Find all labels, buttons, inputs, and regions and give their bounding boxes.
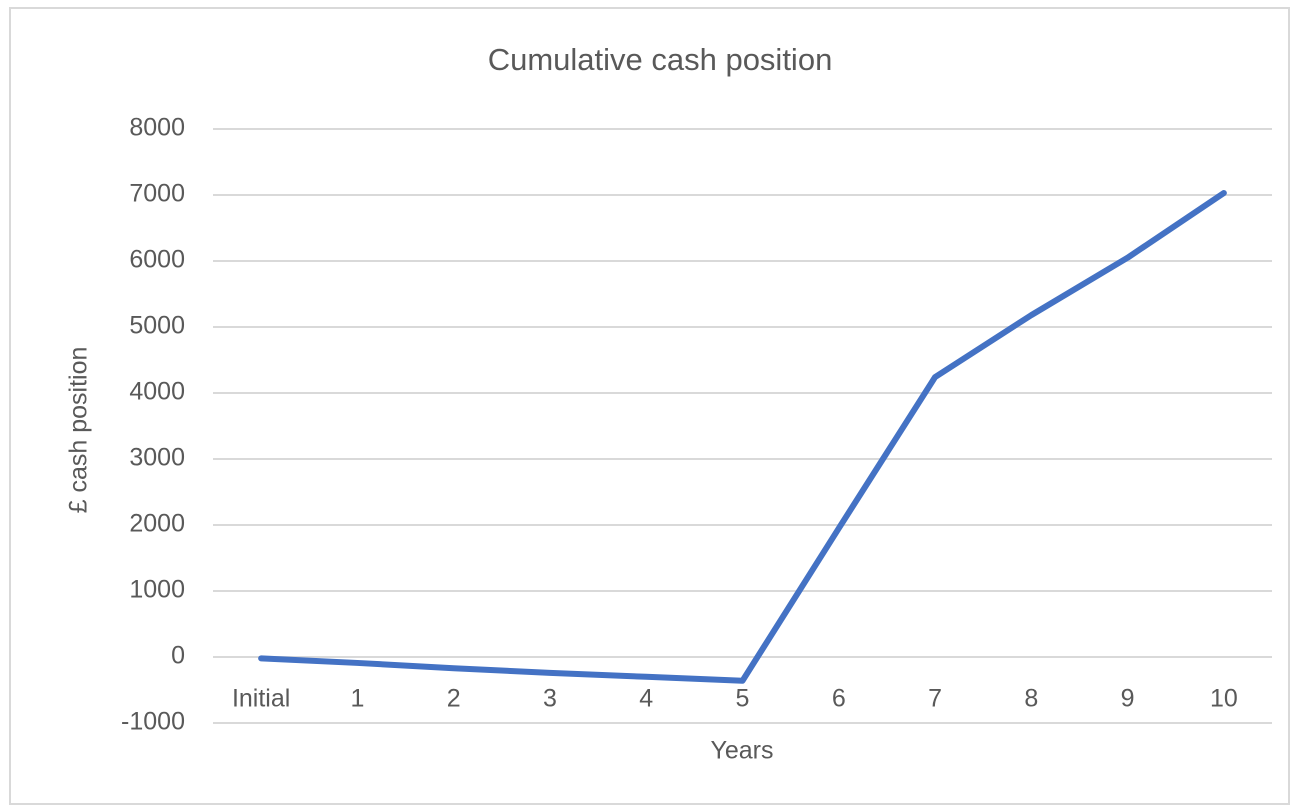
y-tick-label: 0 [171,642,185,670]
y-axis-label: £ cash position [65,347,93,514]
chart-title: Cumulative cash position [488,42,833,77]
x-tick-label: 7 [928,685,942,713]
line-series [258,190,1227,684]
x-tick-label: 5 [736,685,750,713]
y-tick-label: 1000 [129,576,185,604]
x-tick-label: 9 [1121,685,1135,713]
x-tick-label: 1 [350,685,364,713]
chart-frame [9,7,1290,805]
y-tick-label: 4000 [129,378,185,406]
x-axis-label: Years [710,737,773,765]
x-tick-label: 2 [447,685,461,713]
y-tick-label: 5000 [129,312,185,340]
y-tick-label: -1000 [121,708,185,736]
x-tick-label: 4 [639,685,653,713]
x-tick-label: 8 [1024,685,1038,713]
y-tick-label: 7000 [129,180,185,208]
y-tick-label: 8000 [129,114,185,142]
y-tick-label: 2000 [129,510,185,538]
y-tick-label: 3000 [129,444,185,472]
x-tick-label: Initial [232,685,290,713]
y-tick-label: 6000 [129,246,185,274]
x-tick-label: 10 [1210,685,1238,713]
x-tick-label: 6 [832,685,846,713]
x-tick-label: 3 [543,685,557,713]
